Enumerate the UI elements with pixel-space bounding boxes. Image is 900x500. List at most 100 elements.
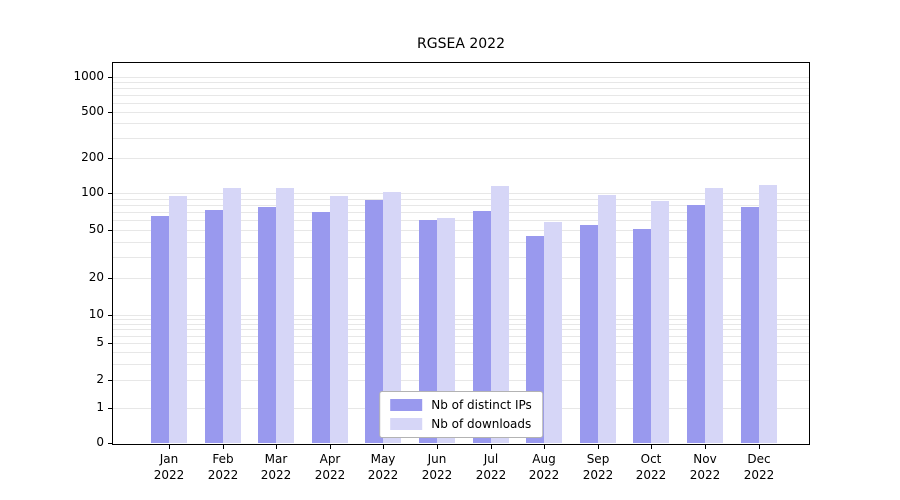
bar-distinct-ips xyxy=(312,212,330,443)
x-axis-tick-label: Sep 2022 xyxy=(582,452,614,483)
bar-downloads xyxy=(491,186,509,443)
bar-downloads xyxy=(223,188,241,443)
gridline xyxy=(113,278,809,279)
bar-distinct-ips xyxy=(580,225,598,443)
legend-item-distinct-ips: Nb of distinct IPs xyxy=(390,398,532,412)
gridline xyxy=(113,343,809,344)
bar-downloads xyxy=(276,188,294,443)
y-axis-tick-mark xyxy=(108,278,112,280)
y-axis-tick-mark xyxy=(108,315,112,316)
bar-downloads xyxy=(705,188,723,443)
y-axis-tick-label: 50 xyxy=(88,221,104,236)
x-axis-tick-label: Jan 2022 xyxy=(153,452,185,483)
y-axis-tick-mark xyxy=(108,158,112,160)
y-axis-tick-label: 1 xyxy=(96,400,104,414)
gridline xyxy=(113,205,809,206)
y-axis-tick-label: 100 xyxy=(81,185,104,199)
x-axis-tick-label: Mar 2022 xyxy=(260,452,292,483)
x-axis-tick-label: Apr 2022 xyxy=(314,452,346,483)
x-axis-tick-mark xyxy=(223,445,224,449)
gridline xyxy=(113,230,809,231)
gridline xyxy=(113,352,809,353)
x-axis-tick-label: Feb 2022 xyxy=(207,452,239,483)
gridline xyxy=(113,315,809,316)
y-axis-tick-label: 1000 xyxy=(73,69,104,83)
y-axis-tick-mark xyxy=(108,77,112,78)
bar-downloads xyxy=(598,195,616,443)
x-axis-tick-label: Jun 2022 xyxy=(421,452,453,483)
x-axis-tick-mark xyxy=(544,445,545,449)
x-axis-tick-mark xyxy=(759,445,760,449)
bar-distinct-ips xyxy=(741,207,759,443)
x-axis-tick-mark xyxy=(437,445,438,449)
bar-distinct-ips xyxy=(687,205,705,443)
bar-downloads xyxy=(330,196,348,443)
bar-distinct-ips xyxy=(205,210,223,443)
bar-downloads xyxy=(437,218,455,443)
y-axis-tick-label: 20 xyxy=(88,270,104,285)
gridline xyxy=(113,199,809,200)
bar-downloads xyxy=(169,196,187,443)
bar-distinct-ips xyxy=(419,220,437,443)
x-axis-tick-mark xyxy=(598,445,599,449)
bar-downloads xyxy=(651,201,669,443)
y-axis-tick-label: 200 xyxy=(81,150,104,165)
x-axis-tick-mark xyxy=(276,445,277,449)
gridline xyxy=(113,82,809,83)
gridline xyxy=(113,138,809,139)
chart-title: RGSEA 2022 xyxy=(417,36,505,52)
bar-distinct-ips xyxy=(473,211,491,443)
x-axis-tick-label: Aug 2022 xyxy=(528,452,560,483)
gridline xyxy=(113,193,809,194)
legend-swatch-downloads xyxy=(390,418,423,430)
legend-label-downloads: Nb of downloads xyxy=(431,417,532,431)
bar-downloads xyxy=(544,222,562,443)
gridline xyxy=(113,329,809,330)
y-axis-tick-label: 500 xyxy=(81,103,104,118)
gridline xyxy=(113,77,809,78)
gridline xyxy=(113,380,809,381)
y-axis-tick-mark xyxy=(108,342,112,344)
x-axis-tick-mark xyxy=(169,445,170,449)
gridline xyxy=(113,112,809,113)
gridline xyxy=(113,123,809,124)
y-axis-tick-label: 2 xyxy=(96,372,104,386)
y-axis-tick-mark xyxy=(108,193,112,194)
legend-label-distinct-ips: Nb of distinct IPs xyxy=(431,398,532,412)
legend-swatch-distinct-ips xyxy=(390,399,423,411)
bar-downloads xyxy=(759,185,777,443)
y-axis-tick-label: 10 xyxy=(88,307,104,321)
x-axis-tick-mark xyxy=(330,445,331,449)
gridline xyxy=(113,88,809,89)
x-axis-tick-label: Dec 2022 xyxy=(743,452,775,483)
gridline xyxy=(113,257,809,258)
bar-distinct-ips xyxy=(151,216,169,443)
y-axis-tick-mark xyxy=(108,111,112,113)
gridline xyxy=(113,95,809,96)
legend-item-downloads: Nb of downloads xyxy=(390,417,532,431)
x-axis-tick-label: Oct 2022 xyxy=(635,452,667,483)
y-axis-tick-mark xyxy=(108,229,112,231)
bar-distinct-ips xyxy=(258,207,276,443)
gridline xyxy=(113,336,809,337)
x-axis-tick-label: Jul 2022 xyxy=(475,452,507,483)
gridline xyxy=(113,319,809,320)
gridline xyxy=(113,324,809,325)
x-axis-tick-mark xyxy=(383,445,384,449)
gridline xyxy=(113,103,809,104)
gridline xyxy=(113,212,809,213)
bar-distinct-ips xyxy=(633,229,651,443)
gridline xyxy=(113,364,809,365)
x-axis-tick-mark xyxy=(491,445,492,449)
plot-area: Nb of distinct IPs Nb of downloads xyxy=(112,62,810,445)
x-axis-tick-label: Nov 2022 xyxy=(689,452,721,483)
bar-distinct-ips xyxy=(365,200,383,443)
x-axis-tick-mark xyxy=(651,445,652,449)
gridline xyxy=(113,220,809,221)
x-axis-tick-mark xyxy=(705,445,706,449)
y-axis-tick-label: 5 xyxy=(96,334,104,349)
x-axis-tick-label: May 2022 xyxy=(367,452,399,483)
gridline xyxy=(113,158,809,159)
bar-downloads xyxy=(383,192,401,443)
